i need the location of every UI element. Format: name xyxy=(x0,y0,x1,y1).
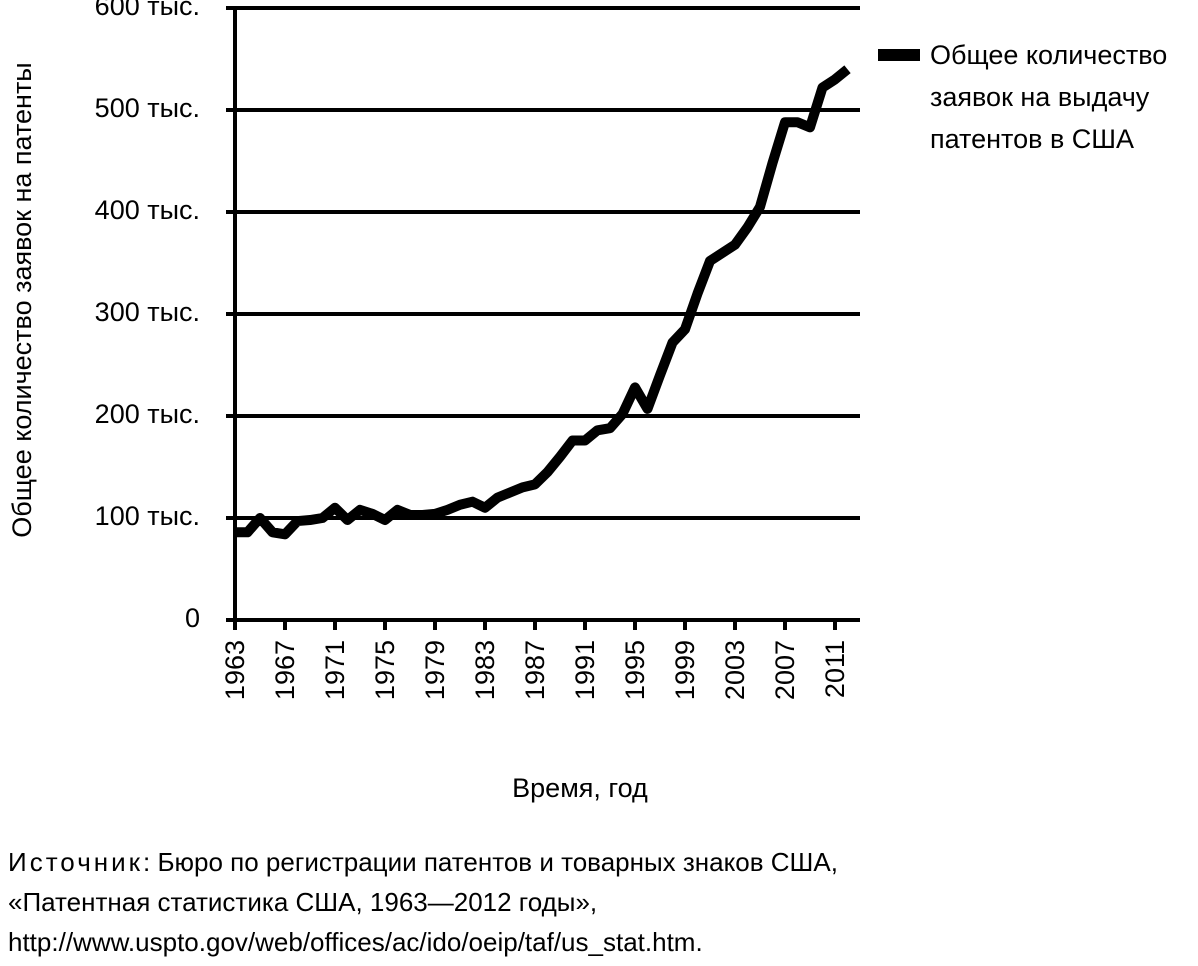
y-tick-label: 100 тыс. xyxy=(95,501,200,531)
x-tick-label: 2011 xyxy=(820,640,850,698)
x-tick-label: 2003 xyxy=(720,640,750,700)
data-line xyxy=(235,65,851,540)
source-note: Источник: Бюро по регистрации патентов и… xyxy=(8,842,838,962)
x-tick-label: 1975 xyxy=(370,640,400,700)
y-axis-label: Общее количество заявок на патенты xyxy=(7,62,37,537)
y-tick-label: 600 тыс. xyxy=(95,0,200,21)
x-tick-label: 1979 xyxy=(420,640,450,700)
source-line: : Бюро по регистрации патентов и товарны… xyxy=(143,847,838,877)
x-tick-label: 1999 xyxy=(670,640,700,700)
x-axis-label: Время, год xyxy=(512,773,648,803)
x-tick-label: 1967 xyxy=(270,640,300,700)
x-tick-label: 2007 xyxy=(770,640,800,700)
x-tick-label: 1971 xyxy=(320,640,350,700)
x-tick-label: 1991 xyxy=(570,640,600,700)
source-line: http://www.uspto.gov/web/offices/ac/ido/… xyxy=(8,927,703,957)
y-tick-label: 300 тыс. xyxy=(95,297,200,327)
y-tick-label: 400 тыс. xyxy=(95,195,200,225)
x-tick-label: 1987 xyxy=(520,640,550,700)
y-tick-label: 500 тыс. xyxy=(95,93,200,123)
source-line: «Патентная статистика США, 1963—2012 год… xyxy=(8,887,598,917)
legend-label: Общее количество заявок на выдачу патент… xyxy=(930,40,1168,154)
x-tick-label: 1995 xyxy=(620,640,650,700)
y-tick-label: 0 xyxy=(185,603,200,633)
y-tick-label: 200 тыс. xyxy=(95,399,200,429)
x-tick-label: 1983 xyxy=(470,640,500,700)
x-tick-label: 1963 xyxy=(220,640,250,700)
source-label: Источник xyxy=(8,847,143,877)
